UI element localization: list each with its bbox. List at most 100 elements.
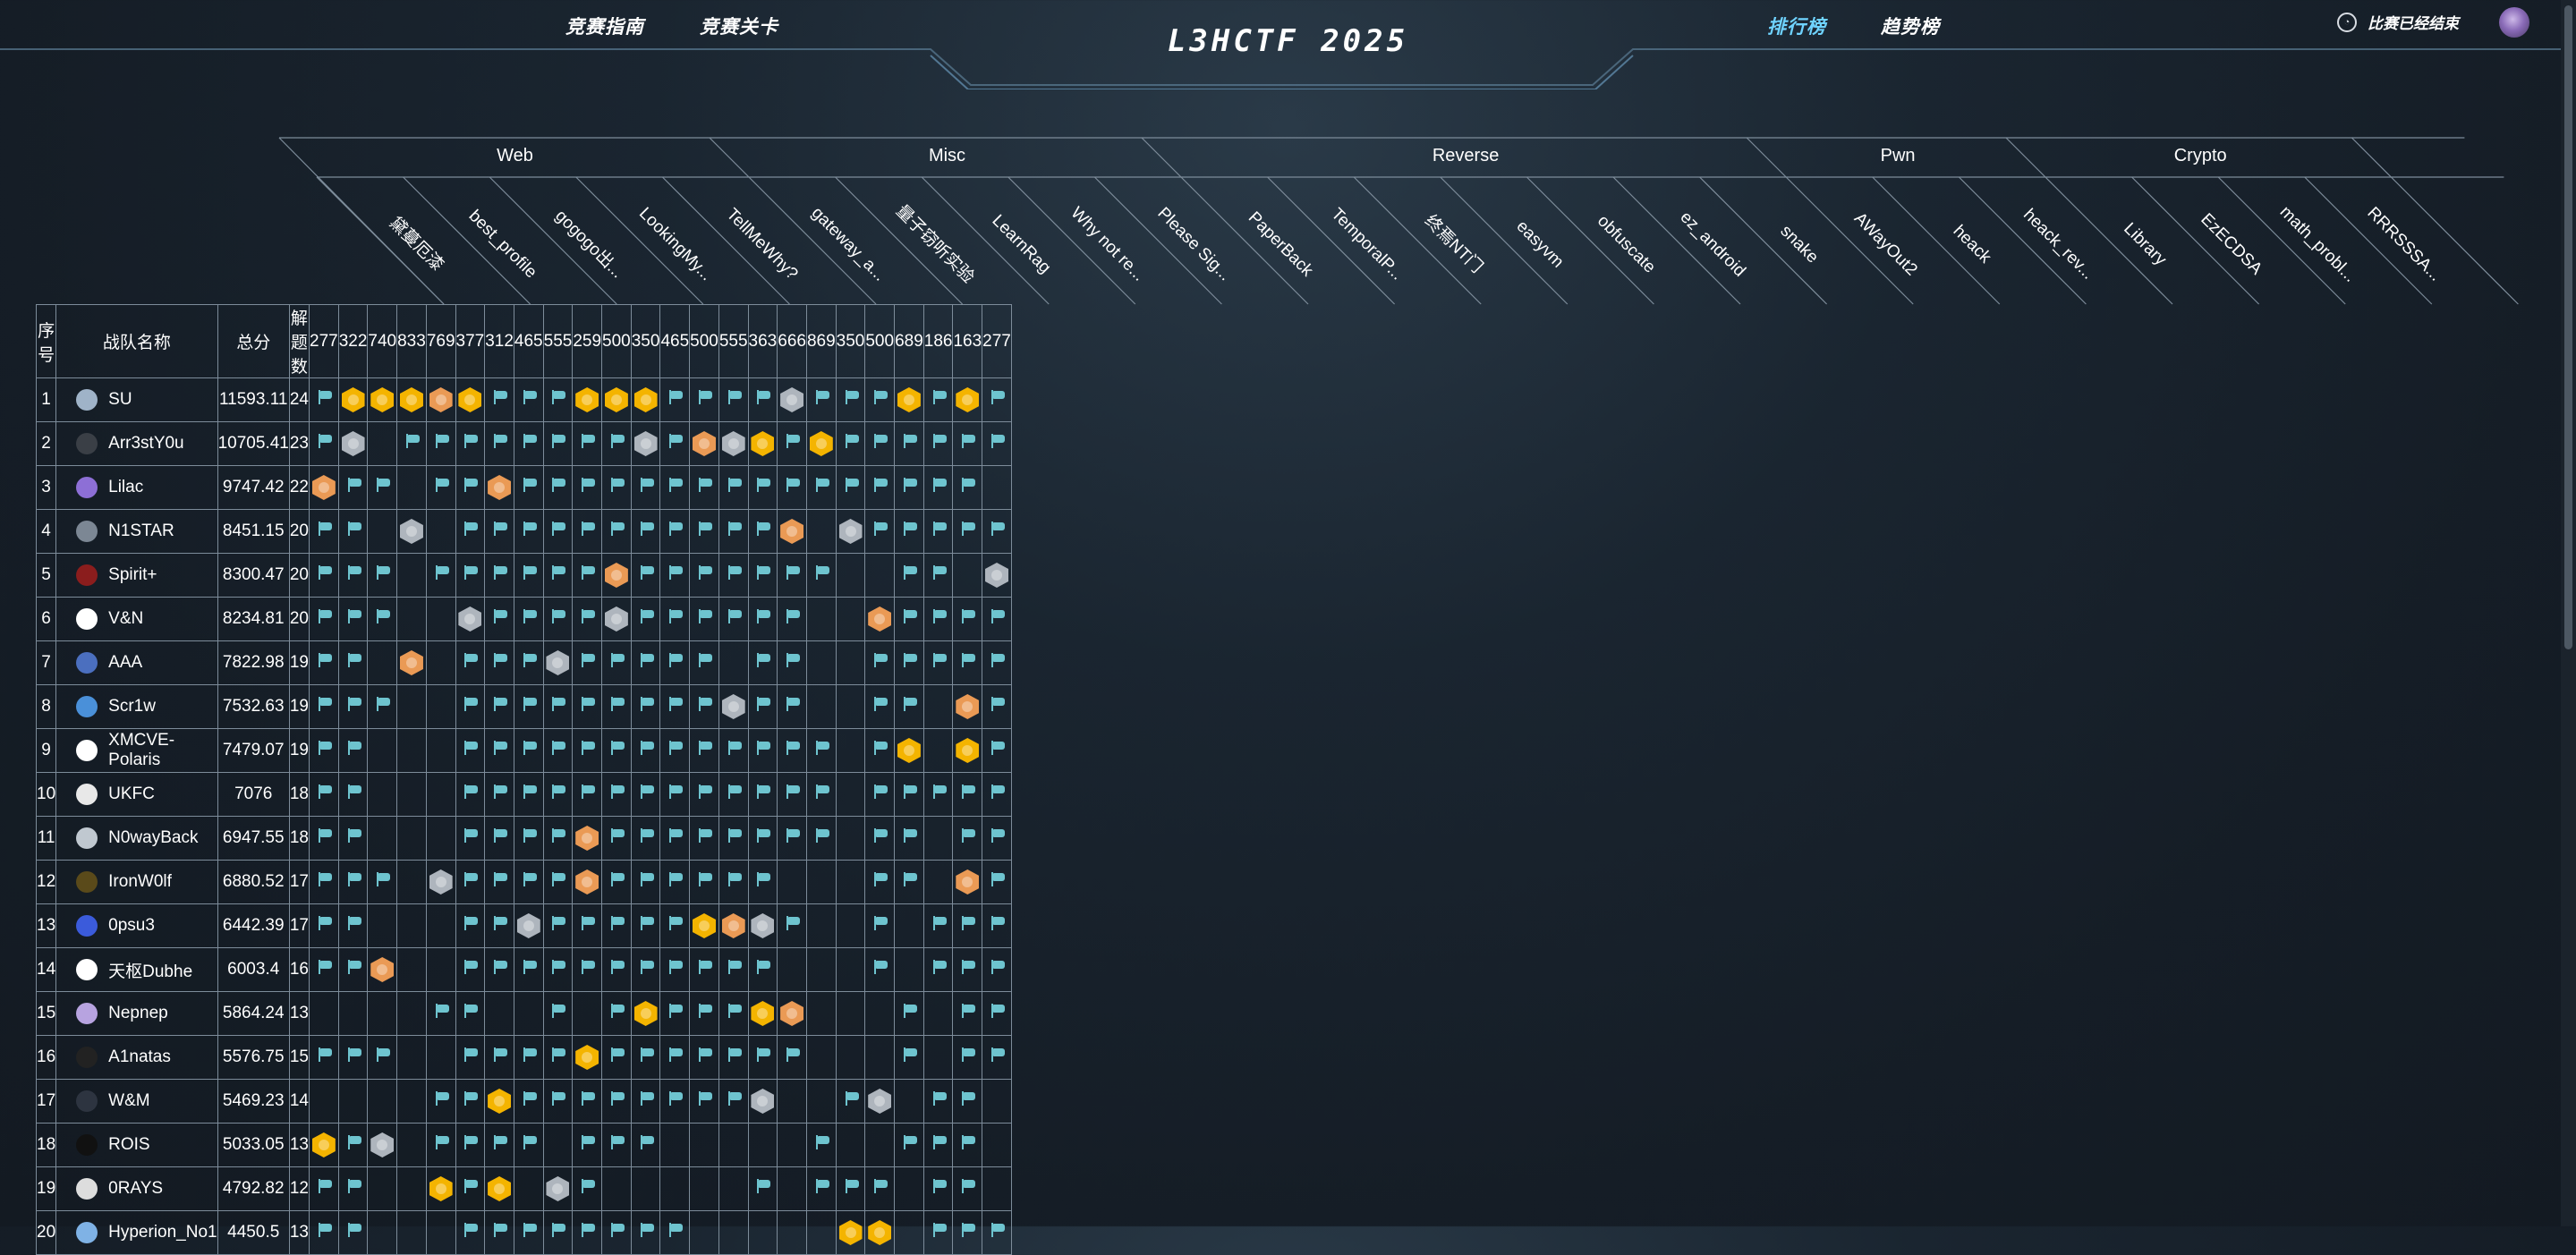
team-name-cell[interactable]: W&M: [55, 1079, 218, 1124]
team-info[interactable]: XMCVE-Polaris: [56, 731, 217, 770]
table-row[interactable]: 8 Scr1w 7532.63 19: [35, 684, 1012, 729]
table-row[interactable]: 5 Spirit+ 8300.47 20: [35, 553, 1012, 598]
team-name[interactable]: 0psu3: [108, 916, 155, 935]
team-name-cell[interactable]: Spirit+: [55, 553, 218, 598]
table-row[interactable]: 1 SU 11593.11 24: [35, 377, 1012, 422]
table-row[interactable]: 15 Nepnep 5864.24 13: [35, 991, 1012, 1036]
challenge-name-4[interactable]: LookingMy...: [635, 204, 716, 284]
team-name[interactable]: N0wayBack: [108, 828, 199, 847]
team-name[interactable]: Arr3stY0u: [108, 434, 184, 453]
table-row[interactable]: 11 N0wayBack 6947.55 18: [35, 816, 1012, 861]
team-name[interactable]: 天枢Dubhe: [108, 962, 193, 981]
table-row[interactable]: 14 天枢Dubhe 6003.4 16: [35, 947, 1012, 992]
team-name-cell[interactable]: Hyperion_No1: [55, 1210, 218, 1255]
table-row[interactable]: 20 Hyperion_No1 4450.5 13: [35, 1210, 1012, 1255]
team-info[interactable]: IronW0lf: [56, 871, 217, 893]
challenge-name-10[interactable]: Please Sig...: [1153, 204, 1234, 284]
nav-guide-link[interactable]: 竞赛指南: [565, 17, 644, 38]
challenge-name-24[interactable]: RRRSSSA...: [2363, 204, 2444, 285]
table-row[interactable]: 18 ROIS 5033.05 13: [35, 1123, 1012, 1167]
team-name-cell[interactable]: 天枢Dubhe: [55, 947, 218, 992]
table-row[interactable]: 4 N1STAR 8451.15 20: [35, 509, 1012, 554]
challenge-name-8[interactable]: LearnRag: [988, 211, 1054, 277]
team-name-cell[interactable]: SU: [55, 377, 218, 422]
challenge-name-22[interactable]: EzECDSA: [2197, 210, 2266, 279]
team-name[interactable]: Scr1w: [108, 697, 156, 716]
nav-scoreboard-link[interactable]: 排行榜: [1767, 17, 1826, 38]
team-name[interactable]: AAA: [108, 653, 143, 672]
team-name[interactable]: UKFC: [108, 784, 155, 803]
team-name-cell[interactable]: Lilac: [55, 465, 218, 510]
team-name[interactable]: XMCVE-Polaris: [108, 731, 175, 769]
challenge-name-14[interactable]: easyvm: [1512, 217, 1567, 272]
team-info[interactable]: W&M: [56, 1090, 217, 1112]
team-info[interactable]: Hyperion_No1: [56, 1222, 217, 1243]
team-info[interactable]: N1STAR: [56, 521, 217, 542]
team-info[interactable]: 天枢Dubhe: [56, 958, 217, 982]
challenge-name-9[interactable]: Why not re...: [1067, 204, 1148, 285]
table-row[interactable]: 12 IronW0lf 6880.52 17: [35, 860, 1012, 904]
team-name-cell[interactable]: Arr3stY0u: [55, 421, 218, 466]
team-name-cell[interactable]: 0RAYS: [55, 1166, 218, 1211]
team-info[interactable]: SU: [56, 389, 217, 411]
team-info[interactable]: ROIS: [56, 1134, 217, 1156]
team-name-cell[interactable]: Nepnep: [55, 991, 218, 1036]
table-row[interactable]: 16 A1natas 5576.75 15: [35, 1035, 1012, 1080]
team-name-cell[interactable]: A1natas: [55, 1035, 218, 1080]
nav-trend-link[interactable]: 趋势榜: [1881, 17, 1940, 38]
team-info[interactable]: Nepnep: [56, 1003, 217, 1024]
team-name-cell[interactable]: IronW0lf: [55, 860, 218, 904]
scrollbar-thumb[interactable]: [2564, 5, 2572, 649]
challenge-name-21[interactable]: Library: [2120, 219, 2170, 269]
team-name-cell[interactable]: N1STAR: [55, 509, 218, 554]
table-row[interactable]: 13 0psu3 6442.39 17: [35, 903, 1012, 948]
challenge-name-7[interactable]: 量子窃听实验: [892, 201, 978, 287]
team-info[interactable]: V&N: [56, 608, 217, 630]
team-name[interactable]: Hyperion_No1: [108, 1223, 217, 1242]
team-info[interactable]: Spirit+: [56, 564, 217, 586]
challenge-name-13[interactable]: 终焉NT门: [1421, 211, 1487, 277]
table-row[interactable]: 19 0RAYS 4792.82 12: [35, 1166, 1012, 1211]
challenge-name-18[interactable]: AWayOut2: [1850, 209, 1921, 280]
team-name[interactable]: SU: [108, 390, 132, 409]
challenge-name-11[interactable]: PaperBack: [1245, 208, 1317, 281]
team-info[interactable]: UKFC: [56, 784, 217, 805]
team-name-cell[interactable]: ROIS: [55, 1123, 218, 1167]
challenge-name-16[interactable]: ez_android: [1677, 208, 1749, 280]
team-name-cell[interactable]: 0psu3: [55, 903, 218, 948]
team-name[interactable]: Spirit+: [108, 565, 157, 584]
table-row[interactable]: 2 Arr3stY0u 10705.41 23: [35, 421, 1012, 466]
challenge-name-5[interactable]: TellMeWhy?: [723, 205, 802, 284]
team-name-cell[interactable]: UKFC: [55, 772, 218, 817]
team-name-cell[interactable]: AAA: [55, 640, 218, 685]
nav-challenges-link[interactable]: 竞赛关卡: [700, 17, 778, 38]
team-info[interactable]: AAA: [56, 652, 217, 674]
team-name[interactable]: ROIS: [108, 1135, 150, 1154]
team-name[interactable]: W&M: [108, 1091, 150, 1110]
team-info[interactable]: N0wayBack: [56, 827, 217, 849]
team-info[interactable]: Scr1w: [56, 696, 217, 717]
user-avatar[interactable]: [2499, 7, 2529, 38]
team-name[interactable]: 0RAYS: [108, 1179, 164, 1198]
team-name[interactable]: N1STAR: [108, 522, 174, 540]
table-row[interactable]: 17 W&M 5469.23 14: [35, 1079, 1012, 1124]
table-row[interactable]: 6 V&N 8234.81 20: [35, 597, 1012, 641]
table-row[interactable]: 7 AAA 7822.98 19: [35, 640, 1012, 685]
team-name-cell[interactable]: N0wayBack: [55, 816, 218, 861]
team-info[interactable]: 0psu3: [56, 915, 217, 937]
challenge-name-12[interactable]: TemporalP...: [1328, 205, 1407, 284]
team-info[interactable]: A1natas: [56, 1047, 217, 1068]
team-name[interactable]: Lilac: [108, 478, 144, 496]
team-name-cell[interactable]: XMCVE-Polaris: [55, 728, 218, 773]
table-row[interactable]: 9 XMCVE-Polaris 7479.07 19: [35, 728, 1012, 773]
team-info[interactable]: Lilac: [56, 477, 217, 498]
team-info[interactable]: Arr3stY0u: [56, 433, 217, 454]
team-name[interactable]: A1natas: [108, 1047, 171, 1066]
team-info[interactable]: 0RAYS: [56, 1178, 217, 1200]
team-name[interactable]: Nepnep: [108, 1004, 168, 1022]
challenge-name-1[interactable]: 黛蔓厄漆: [386, 213, 447, 275]
team-name-cell[interactable]: V&N: [55, 597, 218, 641]
challenge-name-23[interactable]: math_probl...: [2276, 202, 2359, 285]
challenge-name-15[interactable]: obfuscate: [1594, 212, 1659, 277]
challenge-name-2[interactable]: best_profile: [465, 207, 540, 282]
